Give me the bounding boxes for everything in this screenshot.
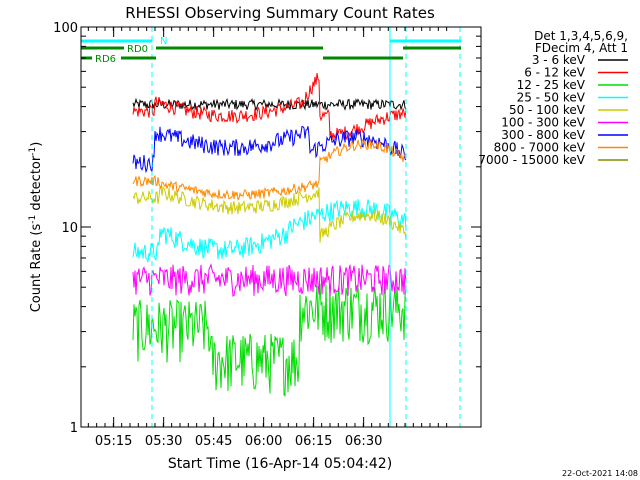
series-line-8 xyxy=(132,138,407,201)
x-axis-label: Start Time (16-Apr-14 05:04:42) xyxy=(168,456,392,472)
y-tick-label: 10 xyxy=(61,221,78,236)
generation-timestamp: 22-Oct-2021 14:08 xyxy=(562,469,638,478)
legend-label-3: 12 - 25 keV xyxy=(517,78,586,92)
legend-label-2: 6 - 12 keV xyxy=(524,66,586,80)
series-line-2 xyxy=(132,73,407,142)
x-tick-label: 05:15 xyxy=(95,434,132,449)
overlay-layer: N RD0 RD6 xyxy=(80,27,461,427)
series-line-1 xyxy=(132,97,407,112)
axis-layer: 1 10 100 05:15 05:30 05:45 06:00 06:15 06:30 xyxy=(53,21,481,449)
legend-label-1: 3 - 6 keV xyxy=(532,53,586,67)
y-axis-label: Count Rate (s-1 detector-1) xyxy=(28,142,44,313)
annotation-rd6: RD6 xyxy=(95,54,116,65)
plot-frame xyxy=(80,26,482,428)
y-tick-label: 1 xyxy=(70,421,78,436)
x-tick-label: 06:00 xyxy=(245,434,282,449)
x-tick-label: 06:30 xyxy=(345,434,382,449)
x-tick-label: 05:45 xyxy=(195,434,232,449)
annotation-n: N xyxy=(160,36,167,47)
series-line-3 xyxy=(132,282,407,397)
legend-label-7: 300 - 800 keV xyxy=(501,128,585,142)
legend-label-5: 50 - 100 keV xyxy=(509,103,586,117)
x-tick-label: 06:15 xyxy=(295,434,332,449)
annotation-rd0: RD0 xyxy=(127,44,148,55)
series-line-7 xyxy=(132,126,407,174)
legend-header-line2: FDecim 4, Att 1 xyxy=(535,41,628,55)
legend-label-4: 25 - 50 keV xyxy=(517,91,586,105)
chart-title: RHESSI Observing Summary Count Rates xyxy=(125,4,435,22)
series-line-6 xyxy=(132,262,407,297)
y-axis-label-sup2: -1 xyxy=(28,147,38,156)
x-tick-label: 05:30 xyxy=(145,434,182,449)
y-tick-label: 100 xyxy=(53,21,78,36)
legend: Det 1,3,4,5,6,9, FDecim 4, Att 1 3 - 6 k… xyxy=(478,29,628,167)
legend-label-6: 100 - 300 keV xyxy=(501,116,585,130)
legend-header-line1: Det 1,3,4,5,6,9, xyxy=(534,29,628,43)
y-axis-label-main: Count Rate (s xyxy=(29,224,44,313)
series-line-5 xyxy=(132,185,407,243)
legend-label-8: 800 - 7000 keV xyxy=(494,141,586,155)
legend-label-9: 7000 - 15000 keV xyxy=(478,153,585,167)
y-axis-label-sup1: -1 xyxy=(28,215,38,224)
series-layer xyxy=(132,73,407,397)
y-axis-label-end: ) xyxy=(29,142,44,147)
y-axis-label-mid: detector xyxy=(29,155,44,215)
